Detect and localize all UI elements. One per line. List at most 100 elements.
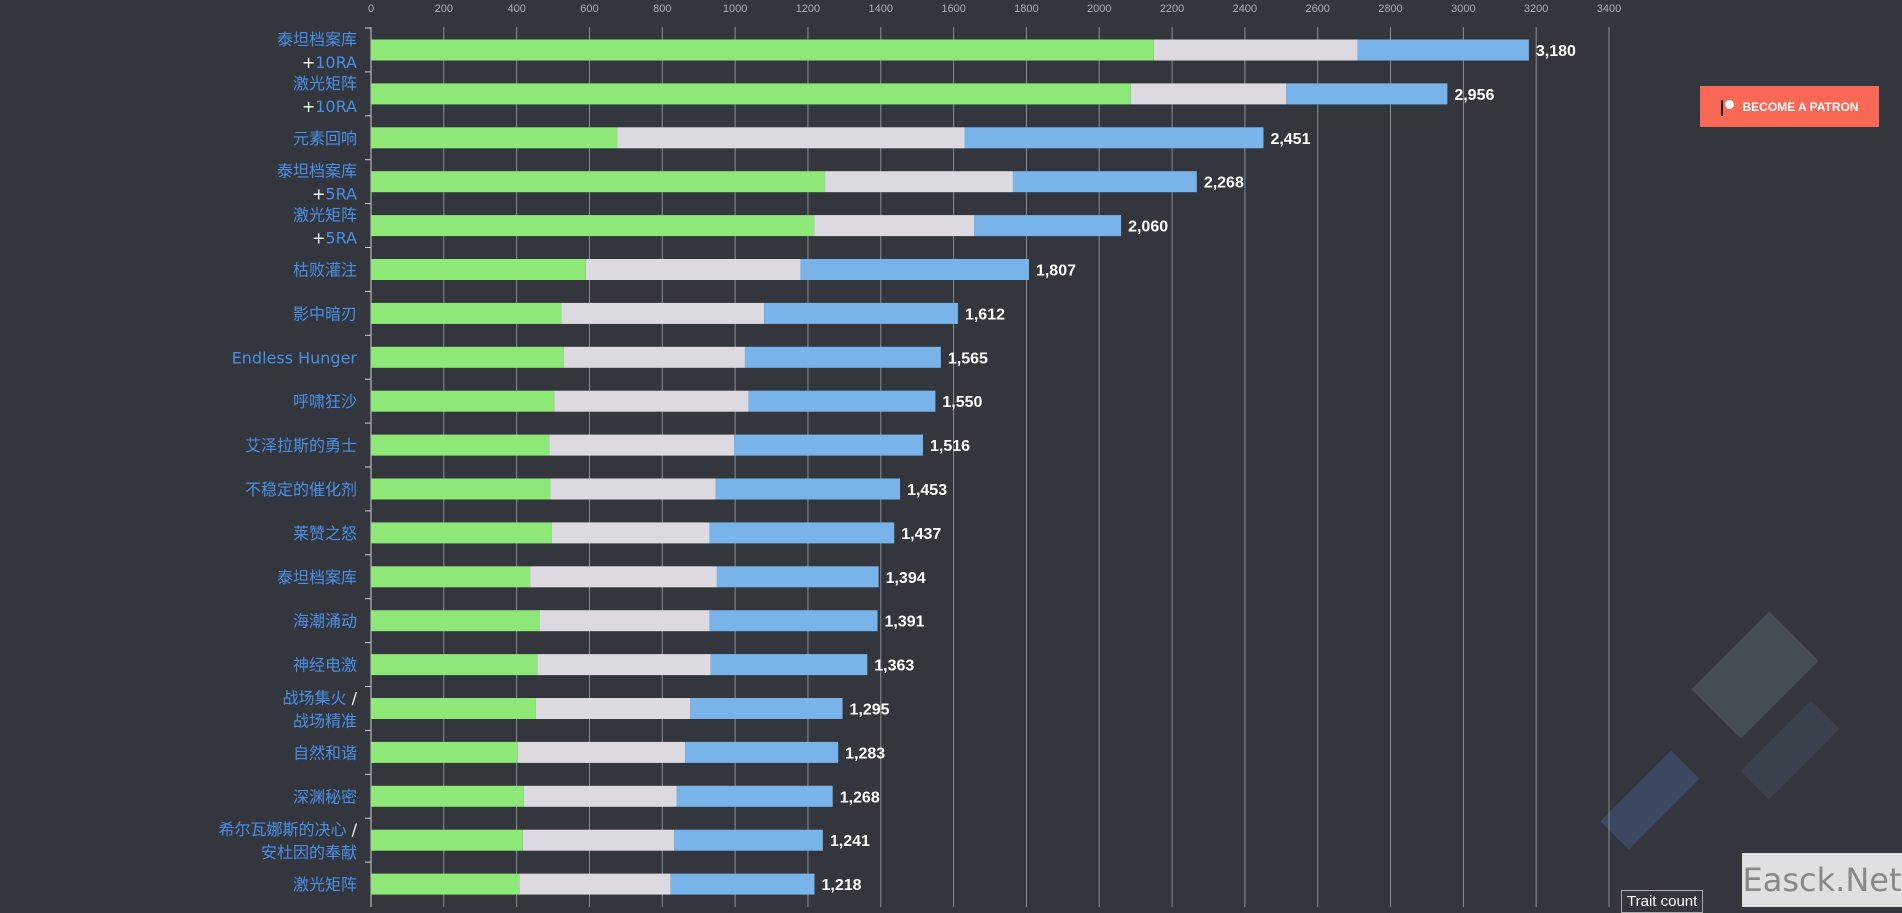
bar-segment	[974, 215, 1122, 237]
bar-segment	[371, 829, 523, 851]
total-value-label: 2,268	[1204, 175, 1244, 192]
x-tick-label: 1000	[723, 3, 747, 15]
total-value-label: 1,283	[845, 745, 885, 762]
bar-segment	[371, 478, 551, 500]
bar-segment	[800, 259, 1029, 280]
x-tick-label: 0	[368, 3, 374, 15]
bar-segment	[670, 873, 815, 895]
bar-segment	[371, 215, 815, 237]
legend-title: Trait count	[1621, 890, 1704, 913]
total-value-label: 1,565	[948, 350, 988, 367]
bar-segment	[715, 478, 901, 500]
category-label: 泰坦档案库+10RA	[277, 30, 357, 72]
category-label: 不稳定的催化剂	[245, 480, 357, 499]
x-tick-label: 2000	[1087, 3, 1111, 15]
bar-segment	[371, 610, 540, 632]
bar-segment	[550, 478, 716, 500]
bar-segment	[530, 566, 717, 588]
category-label: 希尔瓦娜斯的决心 /安杜因的奉献	[219, 820, 358, 862]
total-value-label: 2,451	[1270, 131, 1310, 148]
bar-segment	[371, 566, 531, 588]
bar-segment	[523, 785, 677, 807]
bar-segment	[371, 873, 520, 895]
bar-segment	[748, 390, 936, 412]
bar-segment	[554, 390, 749, 412]
total-value-label: 1,437	[901, 526, 941, 543]
bar-segment	[825, 171, 1013, 193]
x-tick-label: 1800	[1014, 3, 1038, 15]
total-value-label: 1,550	[942, 394, 982, 411]
bar-segment	[1357, 39, 1529, 61]
bar-segment	[710, 654, 868, 676]
total-value-label: 3,180	[1536, 43, 1576, 60]
x-tick-label: 800	[653, 3, 671, 15]
category-label: 海潮涌动	[293, 612, 357, 631]
total-value-label: 1,516	[930, 438, 970, 455]
category-label: 自然和谐	[293, 743, 357, 762]
bar-segment	[1153, 39, 1358, 61]
total-value-label: 1,295	[850, 702, 890, 719]
category-label: 深渊秘密	[293, 787, 357, 806]
bar-segment	[734, 434, 924, 456]
satellite-decoration-icon	[1600, 611, 1840, 850]
x-tick-label: 3400	[1597, 3, 1621, 15]
total-value-label: 1,218	[821, 877, 861, 894]
x-tick-label: 1400	[869, 3, 893, 15]
category-label: 泰坦档案库+5RA	[277, 162, 357, 204]
bar-segment	[371, 171, 826, 193]
bar-segment	[517, 741, 686, 763]
x-tick-label: 2800	[1378, 3, 1402, 15]
bar-segment	[519, 873, 671, 895]
total-value-label: 2,060	[1128, 219, 1168, 236]
bar-segment	[964, 127, 1264, 149]
category-label: 神经电激	[293, 656, 357, 675]
bar-segment	[549, 434, 735, 456]
x-tick-label: 600	[580, 3, 598, 15]
x-tick-label: 2400	[1233, 3, 1257, 15]
total-value-label: 1,363	[874, 658, 914, 675]
x-tick-label: 1200	[796, 3, 820, 15]
category-label: 呼啸狂沙	[293, 392, 357, 411]
bar-segment	[371, 259, 586, 280]
total-value-label: 1,453	[907, 482, 947, 499]
x-tick-label: 1600	[941, 3, 965, 15]
bar-segment	[371, 39, 1154, 61]
bar-segment	[371, 346, 564, 368]
bar-segment	[1130, 83, 1287, 105]
category-label: 影中暗刃	[293, 304, 357, 323]
total-value-label: 1,268	[840, 789, 880, 806]
category-label: Endless Hunger	[232, 348, 358, 367]
category-label: 泰坦档案库	[277, 568, 357, 587]
total-value-label: 1,241	[830, 833, 870, 850]
category-label: 激光矩阵+10RA	[293, 74, 357, 116]
category-label: 元素回响	[293, 129, 357, 148]
x-tick-label: 2600	[1305, 3, 1329, 15]
category-label: 激光矩阵	[293, 875, 357, 894]
bar-segment	[685, 741, 839, 763]
bar-segment	[814, 215, 975, 237]
bar-segment	[709, 522, 895, 544]
become-a-patron-button[interactable]: BECOME A PATRON	[1700, 86, 1879, 127]
total-value-label: 1,391	[884, 614, 924, 631]
bar-segment	[371, 302, 562, 324]
bar-segment	[617, 127, 965, 149]
bar-segment	[539, 610, 710, 632]
bar-segment	[371, 434, 550, 456]
bar-segment	[716, 566, 879, 588]
category-label: 枯败灌注	[293, 261, 357, 280]
bar-segment	[371, 522, 552, 544]
total-value-label: 1,612	[965, 306, 1005, 323]
bar-segment	[676, 785, 833, 807]
x-tick-label: 200	[435, 3, 453, 15]
bar-segment	[585, 259, 801, 280]
x-tick-label: 3000	[1451, 3, 1475, 15]
bar-segment	[674, 829, 823, 851]
bar-segment	[1286, 83, 1448, 105]
x-tick-label: 400	[507, 3, 525, 15]
bar-segment	[371, 654, 538, 676]
bar-segment	[371, 785, 524, 807]
bar-segment	[522, 829, 675, 851]
bar-segment	[690, 698, 843, 719]
bar-segment	[537, 654, 711, 676]
